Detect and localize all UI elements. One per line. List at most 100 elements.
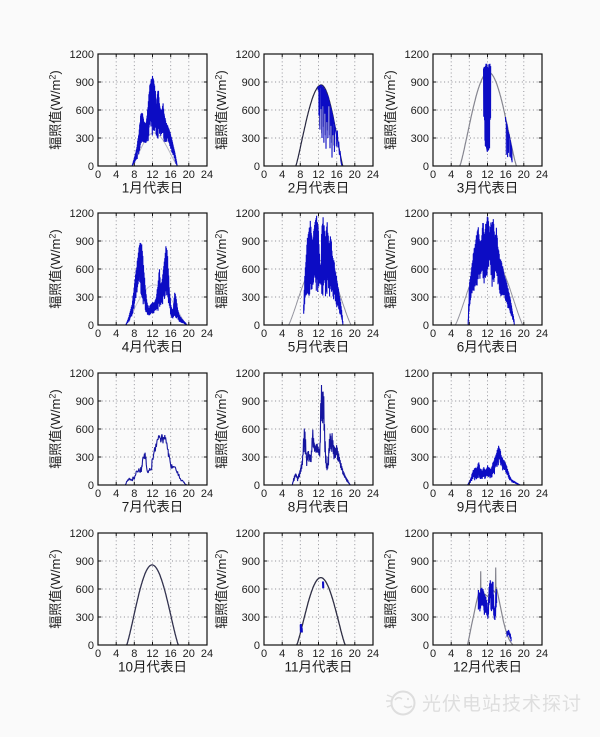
svg-text:900: 900 (242, 556, 260, 568)
svg-text:600: 600 (411, 424, 429, 436)
svg-text:24: 24 (367, 488, 379, 500)
svg-text:0: 0 (261, 648, 267, 660)
svg-text:8: 8 (131, 328, 137, 340)
svg-text:600: 600 (242, 424, 260, 436)
svg-text:900: 900 (242, 396, 260, 408)
svg-text:8: 8 (297, 328, 303, 340)
svg-text:16: 16 (500, 488, 512, 500)
svg-text:300: 300 (242, 133, 260, 145)
svg-text:0: 0 (95, 328, 101, 340)
svg-text:0: 0 (261, 328, 267, 340)
svg-text:600: 600 (411, 584, 429, 596)
svg-text:12: 12 (481, 328, 493, 340)
svg-text:300: 300 (411, 292, 429, 304)
svg-text:1200: 1200 (236, 49, 260, 61)
svg-text:16: 16 (165, 328, 177, 340)
svg-text:辐照值(W/m2): 辐照值(W/m2) (214, 229, 230, 308)
svg-text:20: 20 (349, 488, 361, 500)
svg-text:7月代表日: 7月代表日 (122, 500, 184, 515)
svg-text:4: 4 (448, 648, 454, 660)
svg-text:4月代表日: 4月代表日 (122, 340, 184, 355)
svg-text:16: 16 (500, 648, 512, 660)
svg-text:16: 16 (500, 328, 512, 340)
svg-text:12月代表日: 12月代表日 (453, 660, 522, 675)
svg-text:600: 600 (76, 264, 94, 276)
svg-text:1200: 1200 (405, 208, 429, 220)
svg-text:16: 16 (331, 648, 343, 660)
svg-text:2月代表日: 2月代表日 (288, 181, 350, 196)
svg-text:4: 4 (113, 169, 119, 181)
svg-text:8: 8 (131, 488, 137, 500)
svg-text:1200: 1200 (405, 368, 429, 380)
svg-text:1200: 1200 (405, 49, 429, 61)
svg-text:300: 300 (76, 292, 94, 304)
svg-text:0: 0 (423, 640, 429, 652)
svg-text:16: 16 (500, 169, 512, 181)
svg-text:0: 0 (254, 320, 260, 332)
svg-text:24: 24 (536, 488, 548, 500)
svg-text:24: 24 (201, 488, 213, 500)
svg-text:辐照值(W/m2): 辐照值(W/m2) (383, 229, 399, 308)
svg-text:300: 300 (242, 452, 260, 464)
svg-text:0: 0 (430, 648, 436, 660)
svg-text:0: 0 (430, 488, 436, 500)
svg-text:辐照值(W/m2): 辐照值(W/m2) (214, 549, 230, 628)
svg-text:4: 4 (279, 648, 285, 660)
svg-text:900: 900 (411, 236, 429, 248)
svg-text:0: 0 (95, 648, 101, 660)
svg-text:1200: 1200 (236, 208, 260, 220)
svg-text:0: 0 (430, 169, 436, 181)
svg-text:8: 8 (466, 648, 472, 660)
svg-text:4: 4 (448, 488, 454, 500)
svg-text:16: 16 (165, 169, 177, 181)
svg-text:辐照值(W/m2): 辐照值(W/m2) (383, 389, 399, 468)
svg-text:8: 8 (466, 169, 472, 181)
svg-text:900: 900 (411, 556, 429, 568)
svg-text:1200: 1200 (70, 49, 94, 61)
svg-text:1200: 1200 (405, 528, 429, 540)
svg-text:20: 20 (183, 169, 195, 181)
svg-text:24: 24 (201, 648, 213, 660)
svg-text:600: 600 (242, 584, 260, 596)
svg-text:0: 0 (88, 480, 94, 492)
svg-text:600: 600 (76, 424, 94, 436)
svg-text:900: 900 (76, 396, 94, 408)
svg-text:辐照值(W/m2): 辐照值(W/m2) (48, 229, 64, 308)
svg-text:900: 900 (242, 77, 260, 89)
svg-text:0: 0 (254, 480, 260, 492)
svg-text:12: 12 (146, 328, 158, 340)
svg-text:0: 0 (254, 161, 260, 173)
svg-text:辐照值(W/m2): 辐照值(W/m2) (383, 70, 399, 149)
svg-text:20: 20 (183, 328, 195, 340)
svg-text:20: 20 (349, 648, 361, 660)
svg-text:0: 0 (95, 169, 101, 181)
svg-text:8月代表日: 8月代表日 (288, 500, 350, 515)
svg-text:300: 300 (242, 292, 260, 304)
svg-text:4: 4 (113, 328, 119, 340)
svg-text:24: 24 (536, 648, 548, 660)
svg-text:24: 24 (201, 169, 213, 181)
svg-text:300: 300 (76, 133, 94, 145)
svg-text:12: 12 (312, 328, 324, 340)
svg-text:1200: 1200 (236, 528, 260, 540)
svg-text:16: 16 (165, 488, 177, 500)
svg-text:24: 24 (367, 648, 379, 660)
svg-text:300: 300 (76, 452, 94, 464)
svg-text:0: 0 (95, 488, 101, 500)
svg-text:10月代表日: 10月代表日 (118, 660, 187, 675)
svg-text:4: 4 (448, 169, 454, 181)
svg-text:12: 12 (146, 488, 158, 500)
svg-text:8: 8 (297, 648, 303, 660)
svg-text:20: 20 (518, 169, 530, 181)
svg-text:0: 0 (423, 320, 429, 332)
svg-text:20: 20 (518, 488, 530, 500)
svg-text:0: 0 (88, 640, 94, 652)
svg-text:900: 900 (76, 236, 94, 248)
svg-text:1200: 1200 (70, 368, 94, 380)
svg-text:300: 300 (411, 133, 429, 145)
svg-text:0: 0 (261, 169, 267, 181)
svg-text:20: 20 (349, 169, 361, 181)
svg-text:4: 4 (279, 169, 285, 181)
svg-text:16: 16 (165, 648, 177, 660)
svg-text:0: 0 (88, 161, 94, 173)
